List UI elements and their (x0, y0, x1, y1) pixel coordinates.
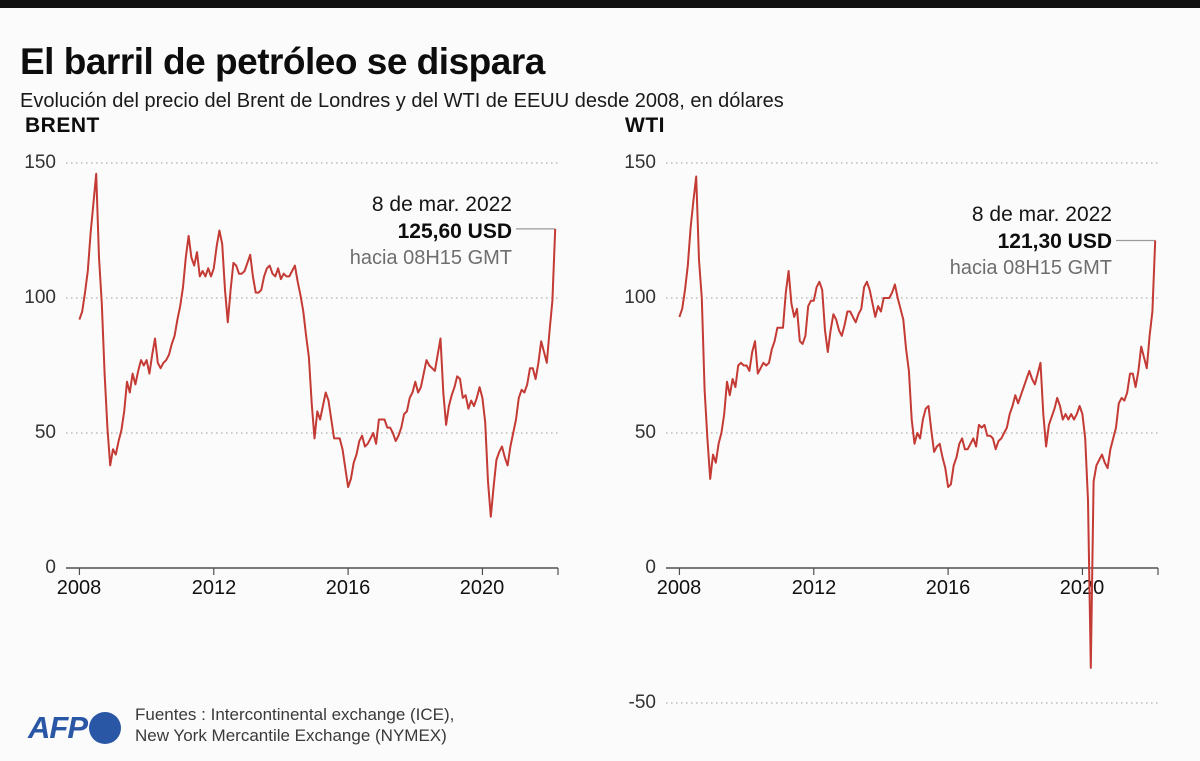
wti-ytick-50: 50 (634, 422, 656, 443)
wti-ytick-minus50: -50 (628, 692, 656, 713)
brent-ytick-100: 100 (24, 287, 56, 308)
wti-annotation-price: 121,30 USD (997, 230, 1112, 253)
brent-annotation-date: 8 de mar. 2022 (371, 193, 512, 216)
brent-annotation-price: 125,60 USD (397, 220, 512, 243)
wti-ytick-150: 150 (624, 152, 656, 173)
page-subtitle: Evolución del precio del Brent de Londre… (20, 90, 784, 112)
wti-ytick-0: 0 (645, 557, 656, 578)
wti-xtick-2020: 2020 (1059, 577, 1105, 599)
brent-annotation-time: hacia 08H15 GMT (349, 247, 512, 269)
wti-xtick-2012: 2012 (791, 577, 837, 599)
sources-line-2: New York Mercantile Exchange (NYMEX) (135, 726, 447, 745)
wti-annotation-date: 8 de mar. 2022 (971, 203, 1112, 226)
brent-xtick-2012: 2012 (191, 577, 237, 599)
wti-xtick-2016: 2016 (925, 577, 971, 599)
wti-chart-title: WTI (625, 114, 665, 137)
wti-annotation: 8 de mar. 2022 121,30 USD hacia 08H15 GM… (920, 201, 1112, 281)
brent-ytick-150: 150 (24, 152, 56, 173)
brent-annotation: 8 de mar. 2022 125,60 USD hacia 08H15 GM… (320, 191, 512, 271)
wti-price-line (678, 175, 1157, 669)
wti-annotation-time: hacia 08H15 GMT (949, 257, 1112, 279)
wti-ytick-100: 100 (624, 287, 656, 308)
page-title: El barril de petróleo se dispara (20, 40, 545, 82)
brent-ytick-50: 50 (34, 422, 56, 443)
sources-line-1: Fuentes : Intercontinental exchange (ICE… (135, 705, 455, 724)
afp-logo-circle (89, 712, 121, 744)
brent-price-line (78, 172, 557, 518)
wti-xtick-2008: 2008 (656, 577, 702, 599)
brent-chart-title: BRENT (25, 114, 100, 137)
afp-logo-text: AFP (28, 710, 88, 745)
brent-ytick-0: 0 (45, 557, 56, 578)
brent-xtick-2008: 2008 (56, 577, 102, 599)
brent-xtick-2016: 2016 (325, 577, 371, 599)
afp-logo: AFP (28, 710, 121, 746)
top-black-bar (0, 0, 1200, 8)
brent-xtick-2020: 2020 (459, 577, 505, 599)
sources-note: Fuentes : Intercontinental exchange (ICE… (135, 704, 454, 746)
